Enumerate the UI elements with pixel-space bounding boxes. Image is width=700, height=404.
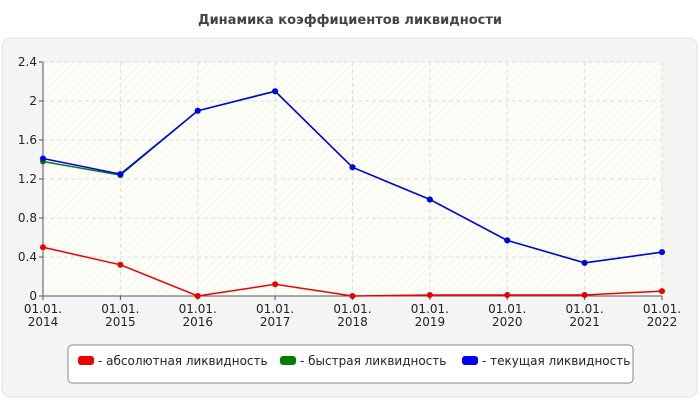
point [117,171,124,178]
legend-label: - абсолютная ликвидность [98,354,268,368]
y-tick-label: 1.2 [18,172,37,186]
y-tick-label: 0.4 [18,250,37,264]
x-tick-label: 01.01. 2019 [411,302,449,329]
x-tick-label: 01.01. 2017 [256,302,294,329]
point [117,261,124,268]
point [349,164,356,171]
legend-swatch [462,356,478,365]
x-tick-label: 01.01. 2016 [179,302,217,329]
point [426,292,433,299]
legend-swatch [78,356,94,365]
x-tick-label: 01.01. 2022 [643,302,681,329]
chart-title: Динамика коэффициентов ликвидности [198,13,502,28]
point [40,155,46,162]
x-tick-label: 01.01. 2015 [101,302,139,329]
x-tick-label: 01.01. 2021 [566,302,604,329]
x-tick-label: 01.01. 2018 [333,302,371,329]
legend-swatch [280,356,296,365]
legend-label: - текущая ликвидность [482,354,630,368]
x-tick-label: 01.01. 2014 [24,302,62,329]
point [659,249,665,256]
point [581,292,588,299]
point [581,259,588,266]
y-tick-label: 2 [29,94,37,108]
point [504,292,511,299]
point [426,196,433,203]
point [272,281,279,288]
point [349,293,356,299]
legend-label: - быстрая ликвидность [300,354,446,368]
y-tick-label: 0.8 [18,211,37,225]
legend [67,344,634,384]
point [40,244,46,251]
x-tick-label: 01.01. 2020 [488,302,526,329]
point [504,237,511,244]
point [272,88,279,95]
point [194,293,201,299]
y-tick-label: 1.6 [18,133,37,147]
point [194,107,201,114]
y-tick-label: 0 [29,289,37,303]
y-tick-label: 2.4 [18,55,37,69]
point [659,288,665,295]
